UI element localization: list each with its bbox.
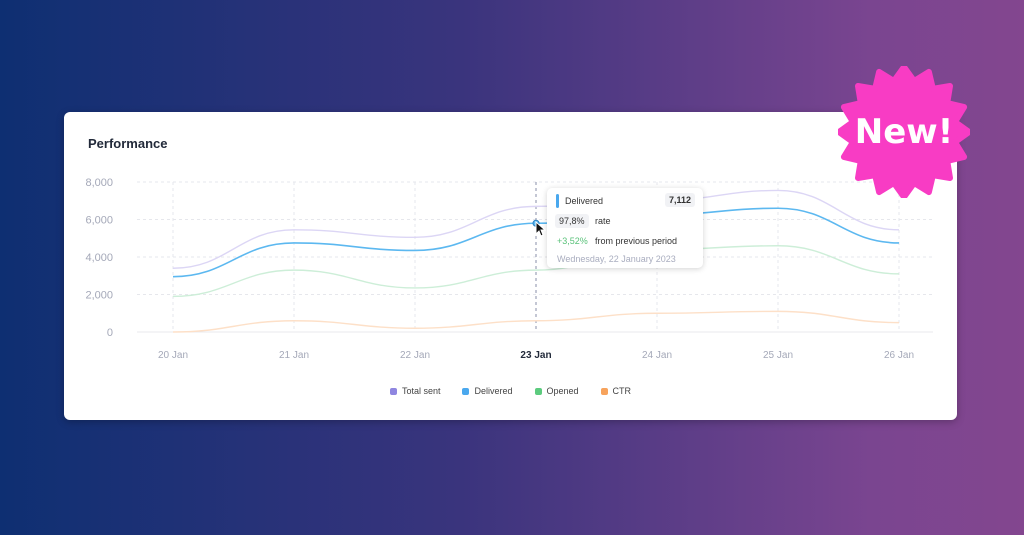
y-tick-label: 2,000 (85, 290, 113, 302)
y-tick-label: 8,000 (85, 177, 113, 189)
y-tick-label: 0 (107, 327, 113, 339)
chart-tooltip: Delivered 7,112 97,8% rate +3,52% from p… (547, 188, 703, 268)
starburst-shape (836, 64, 972, 200)
legend-label: Delivered (474, 386, 513, 396)
legend-swatch (462, 387, 470, 395)
new-badge: New! (836, 64, 972, 200)
tooltip-date: Wednesday, 22 January 2023 (557, 254, 676, 264)
x-tick-label: 21 Jan (279, 350, 309, 361)
tooltip-change: +3,52% (557, 236, 588, 246)
tooltip-value: 7,112 (664, 193, 695, 207)
x-tick-label: 26 Jan (884, 350, 914, 361)
series-line-opened (172, 245, 900, 298)
y-tick-label: 6,000 (85, 215, 113, 227)
legend-label: CTR (612, 386, 632, 396)
performance-line-chart[interactable]: 0 2,000 4,000 6,000 8,000 20 Jan 21 Jan 22 Jan 2… (64, 112, 957, 420)
legend-swatch (600, 387, 608, 395)
legend-item[interactable]: Opened (534, 386, 579, 396)
chart-legend: Total sent Delivered Opened CTR (64, 386, 957, 396)
y-tick-label: 4,000 (85, 252, 113, 264)
x-tick-label: 24 Jan (642, 350, 672, 361)
tooltip-series: Delivered (565, 196, 604, 206)
starburst-icon (836, 64, 972, 200)
series-color-marker (556, 194, 559, 208)
tooltip-rate-label: rate (595, 216, 611, 226)
legend-swatch (389, 387, 397, 395)
legend-item[interactable]: CTR (600, 386, 632, 396)
new-badge-label: New! (854, 112, 954, 152)
mouse-pointer-icon (535, 221, 547, 237)
legend-item[interactable]: Total sent (389, 386, 441, 396)
series-line-total-sent (172, 189, 900, 269)
tooltip-rate: 97,8% (555, 214, 589, 228)
legend-swatch (534, 387, 542, 395)
legend-label: Opened (546, 386, 579, 396)
legend-label: Total sent (401, 386, 441, 396)
x-tick-label: 22 Jan (400, 350, 430, 361)
card-title: Performance (88, 136, 168, 151)
performance-card: Performance 0 2,000 4,000 6,000 8,000 20 Jan 2… (64, 112, 957, 420)
series-line-ctr (172, 310, 900, 333)
x-tick-label: 23 Jan (520, 350, 551, 361)
legend-item[interactable]: Delivered (462, 386, 513, 396)
x-tick-label: 20 Jan (158, 350, 188, 361)
x-tick-label: 25 Jan (763, 350, 793, 361)
tooltip-change-label: from previous period (595, 236, 678, 246)
